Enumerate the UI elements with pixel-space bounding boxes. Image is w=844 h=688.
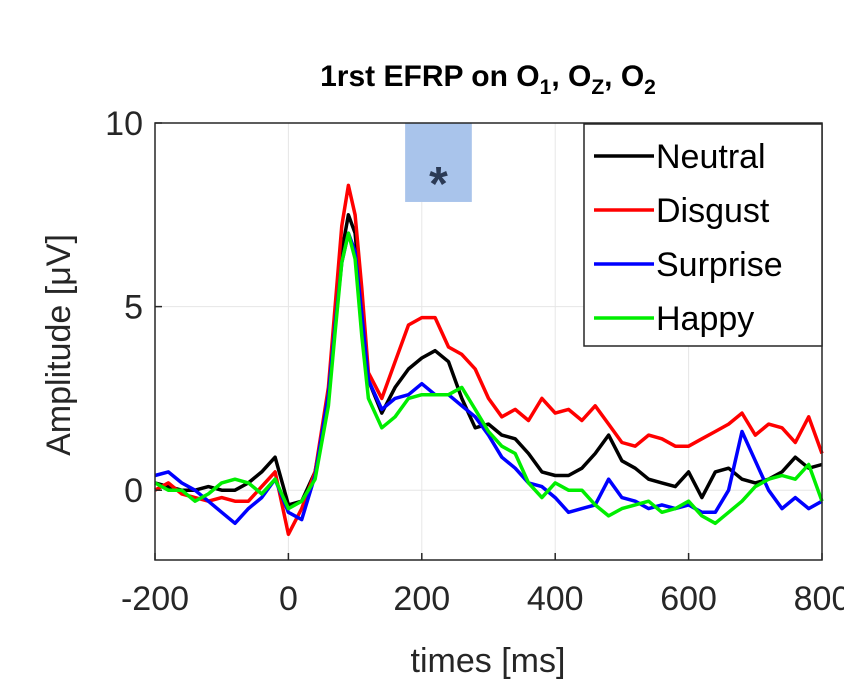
x-axis-label: times [ms]: [411, 642, 566, 680]
legend-label: Happy: [656, 300, 754, 338]
legend-label: Surprise: [656, 246, 783, 284]
x-tick-label: 200: [393, 580, 450, 618]
x-tick-label: 800: [794, 580, 844, 618]
title-part: , O: [604, 60, 644, 93]
chart-title: 1rst EFRP on O1, OZ, O2: [320, 60, 656, 99]
highlight-region: [405, 123, 472, 202]
series-line: [154, 231, 824, 526]
legend-label: Neutral: [656, 138, 766, 176]
y-tick-label: 5: [124, 289, 143, 327]
x-tick-label: 0: [279, 580, 298, 618]
highlight-label: *: [429, 158, 448, 211]
title-sub: 1: [540, 76, 552, 99]
x-tick-label: -200: [121, 580, 189, 618]
series-line: [154, 183, 824, 537]
title-sub: 2: [644, 76, 656, 99]
legend-box: [583, 123, 823, 347]
x-tick-label: 400: [527, 580, 584, 618]
y-axis-label: Amplitude [μV]: [40, 234, 78, 456]
legend-label: Disgust: [656, 192, 770, 230]
x-tick-label: 600: [660, 580, 717, 618]
title-sub: Z: [591, 76, 604, 99]
title-part: 1rst EFRP on O: [320, 60, 540, 93]
title-part: , O: [551, 60, 591, 93]
y-tick-label: 10: [105, 105, 143, 143]
y-tick-label: 0: [124, 472, 143, 510]
